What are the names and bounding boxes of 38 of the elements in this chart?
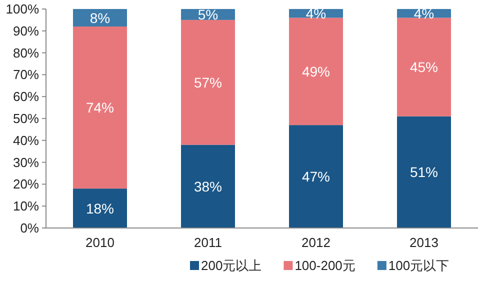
bar (181, 144, 235, 228)
y-tick-label: 70% (12, 67, 40, 82)
legend-label: 100-200元 (294, 258, 356, 273)
data-label: 51% (410, 164, 438, 180)
bar (289, 125, 343, 228)
legend-label: 200元以上 (201, 258, 262, 273)
y-tick-label: 0% (20, 220, 40, 236)
bar (397, 116, 451, 228)
y-tick-label: 80% (12, 45, 40, 60)
x-tick-label: 2013 (410, 235, 438, 250)
x-tick-label: 2010 (86, 235, 114, 250)
y-tick-label: 40% (12, 132, 40, 148)
bar (73, 26, 127, 189)
data-label: 4% (306, 5, 326, 22)
y-tick-label: 100% (6, 2, 40, 16)
bar (289, 18, 343, 126)
x-tick-label: 2011 (194, 235, 222, 250)
bar (397, 18, 451, 116)
bar (73, 188, 127, 228)
y-tick-label: 60% (12, 89, 40, 104)
y-tick-label: 20% (12, 176, 40, 192)
y-tick-label: 50% (12, 111, 40, 126)
data-label: 57% (194, 74, 222, 90)
data-label: 5% (198, 6, 218, 22)
data-label: 38% (194, 178, 222, 194)
bar (181, 20, 235, 145)
y-tick-label: 10% (12, 198, 40, 214)
y-tick-label: 90% (12, 23, 40, 38)
data-label: 74% (86, 100, 114, 116)
data-label: 8% (90, 10, 110, 26)
data-label: 18% (86, 200, 114, 216)
y-tick-label: 30% (12, 154, 40, 170)
legend-label: 100元以下 (388, 258, 450, 273)
data-label: 47% (302, 168, 330, 185)
data-label: 49% (302, 63, 330, 80)
x-tick-label: 2012 (302, 235, 330, 250)
data-label: 45% (410, 59, 438, 76)
data-label: 4% (414, 5, 434, 22)
